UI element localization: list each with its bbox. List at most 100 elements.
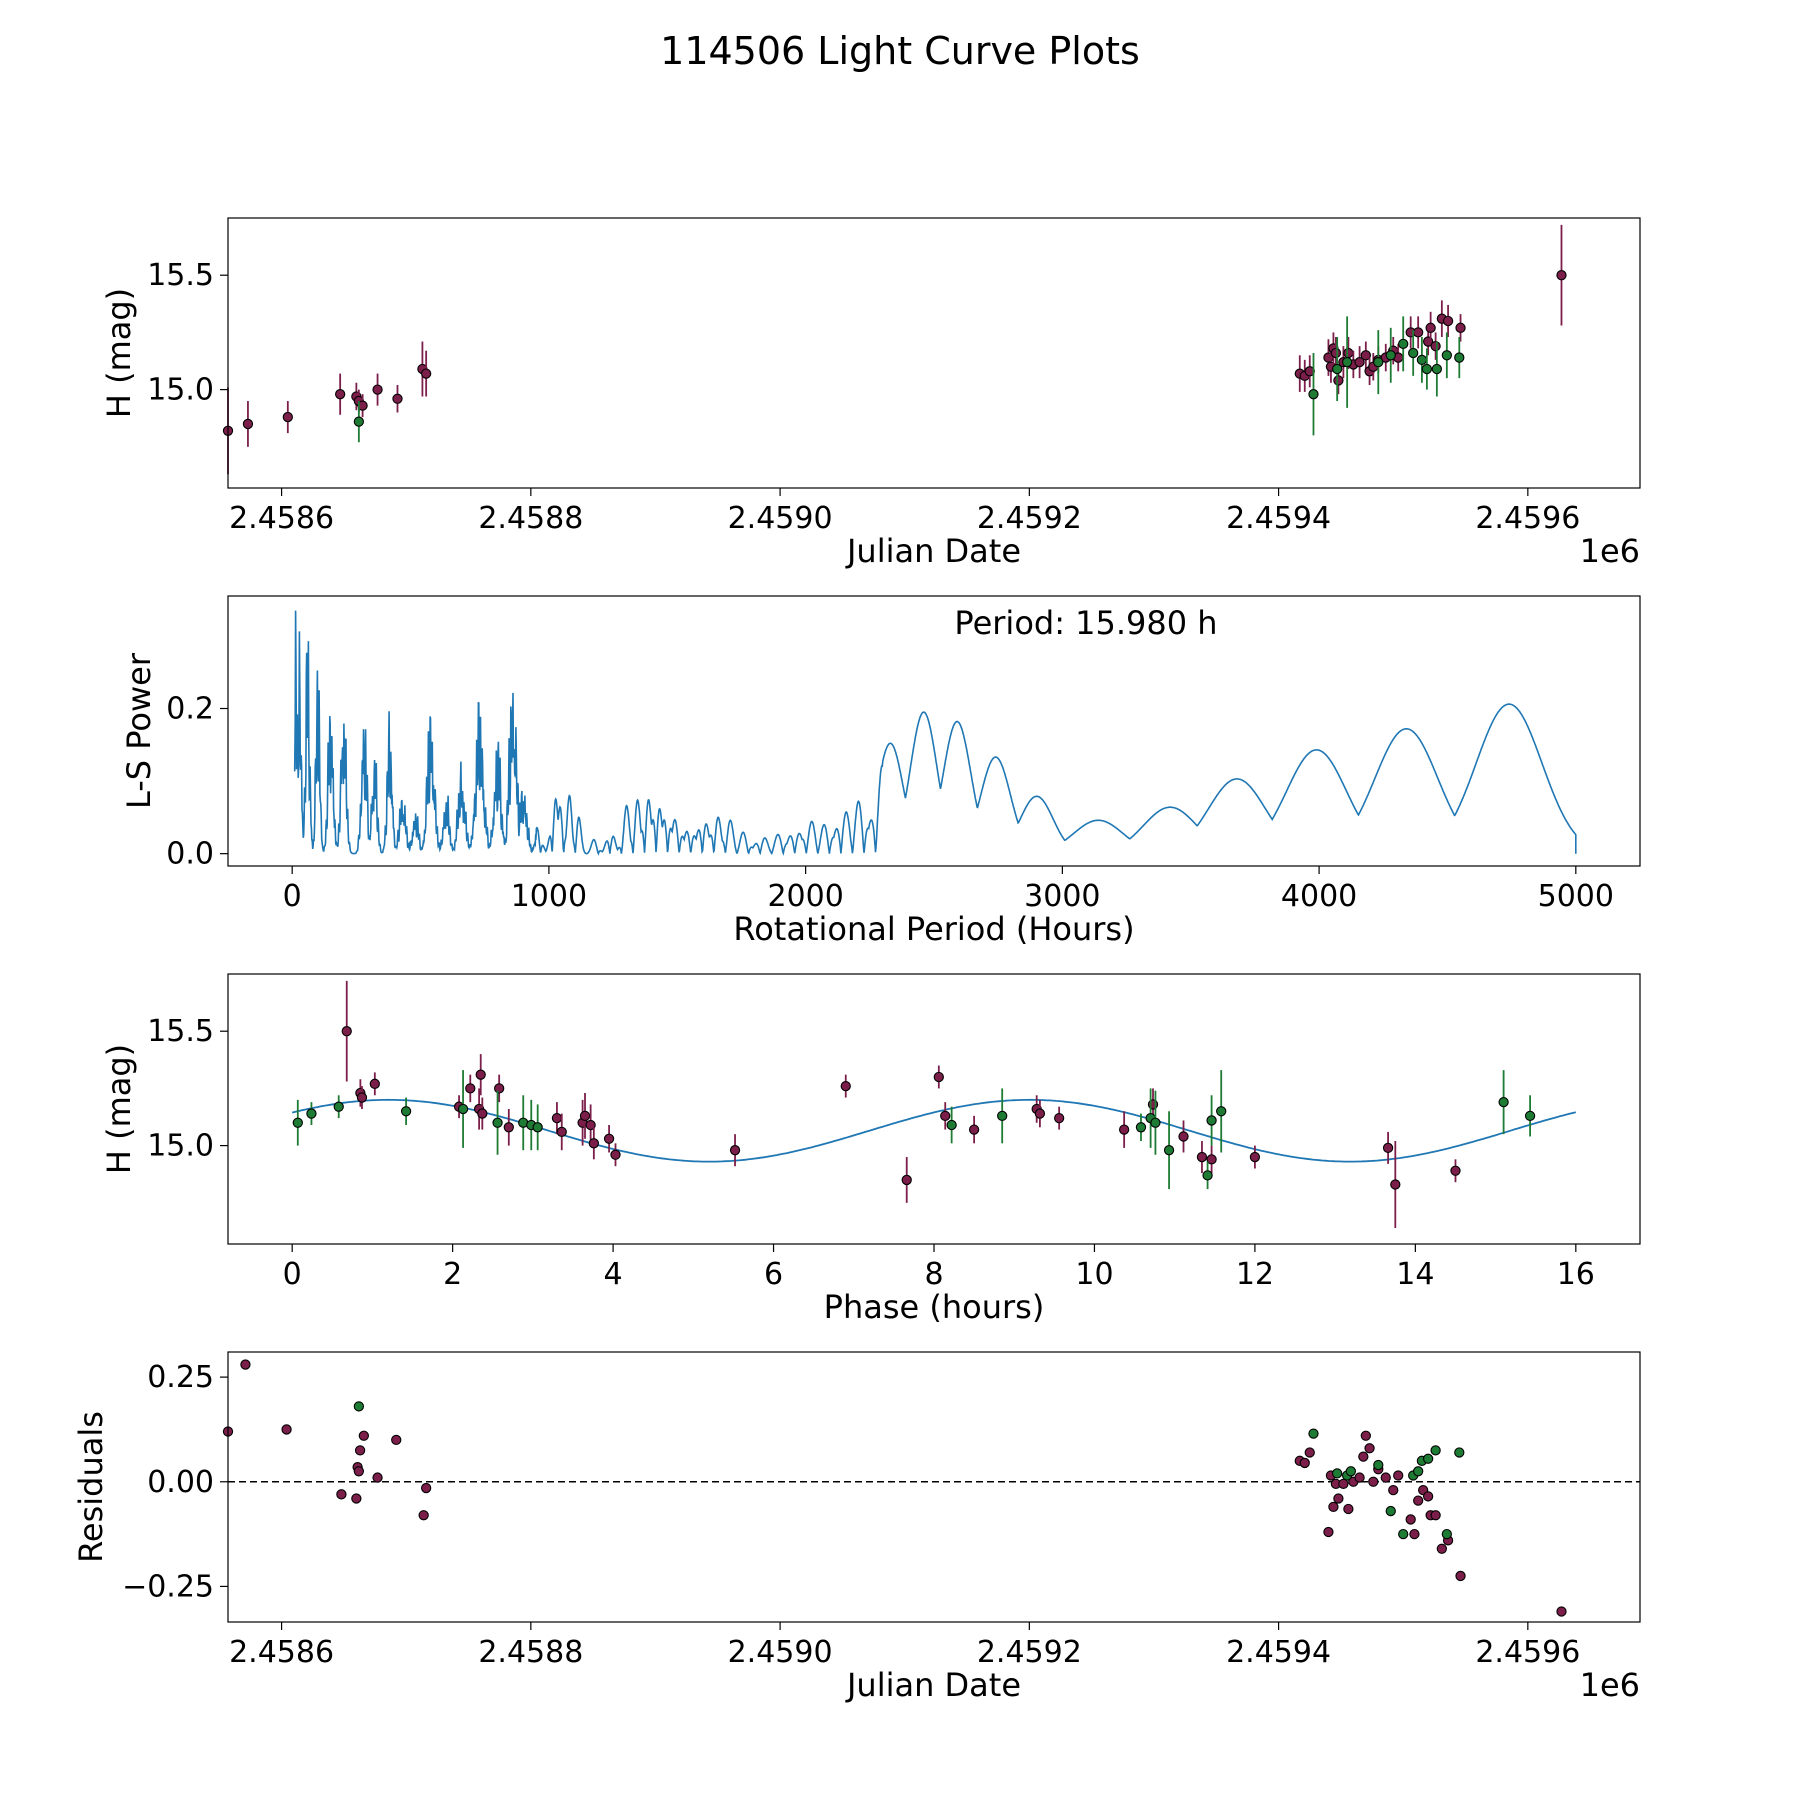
light-curve-yticks: 15.0 15.5	[147, 258, 228, 408]
x-tick-label: 2.4594	[1226, 1635, 1331, 1670]
data-point-green	[1398, 338, 1409, 349]
data-point-maroon	[369, 1078, 380, 1089]
periodogram-ylabel: L-S Power	[120, 652, 158, 809]
x-tick-label: 4000	[1281, 879, 1357, 914]
data-point-maroon	[556, 1126, 567, 1138]
y-tick-label: 15.5	[147, 1014, 214, 1049]
data-point-maroon	[1360, 350, 1371, 361]
data-point-maroon	[1364, 1443, 1375, 1454]
data-point-green	[1341, 357, 1353, 368]
x-tick-label: 14	[1396, 1257, 1434, 1292]
x-tick-label: 16	[1557, 1257, 1595, 1292]
data-point-green	[1524, 1110, 1536, 1122]
data-point-green	[1422, 1453, 1434, 1464]
data-point-green	[292, 1117, 303, 1128]
periodogram-annotation: Period: 15.980 h	[954, 604, 1217, 642]
x-tick-label: 0	[283, 1257, 302, 1292]
data-point-maroon	[1450, 1165, 1461, 1176]
x-tick-label: 3000	[1024, 879, 1100, 914]
data-point-green	[1408, 347, 1419, 359]
data-point-green	[1385, 1505, 1396, 1517]
periodogram-panel: 0 1000 2000 3000 4000 5000 0.0 0.2 Period: 15.…	[120, 595, 1641, 948]
light-curve-xlabel: Julian Date	[845, 532, 1021, 570]
data-point-maroon	[1328, 1501, 1339, 1513]
x-tick-label: 2000	[767, 879, 843, 914]
data-point-maroon	[1299, 1457, 1310, 1469]
data-point-maroon	[392, 393, 403, 404]
data-point-maroon	[1333, 375, 1344, 386]
data-point-green	[1431, 363, 1443, 375]
data-point-maroon	[1388, 1484, 1399, 1496]
data-point-maroon	[1118, 1124, 1130, 1135]
data-point-green	[353, 1401, 365, 1412]
data-point-maroon	[1178, 1131, 1189, 1142]
x-tick-label: 5000	[1538, 879, 1614, 914]
phased-curve-xlabel: Phase (hours)	[824, 1288, 1045, 1326]
data-point-maroon	[1413, 327, 1424, 338]
data-point-green	[946, 1119, 957, 1131]
y-tick-label: 0.2	[166, 692, 214, 727]
data-point-green	[1498, 1096, 1509, 1108]
data-point-green	[1416, 354, 1428, 366]
data-point-green	[1150, 1117, 1161, 1128]
data-point-green	[1441, 1528, 1452, 1540]
data-point-maroon	[1380, 1472, 1391, 1483]
data-point-maroon	[933, 1071, 944, 1083]
data-point-maroon	[418, 1510, 429, 1521]
light-curve-offset-label: 1e6	[1580, 532, 1640, 570]
data-point-maroon	[1343, 347, 1354, 359]
residuals-xticks: 2.4586 2.4588 2.4590 2.4592 2.4594 2.4596	[229, 1622, 1580, 1670]
data-point-maroon	[341, 1026, 352, 1037]
x-tick-label: 2.4588	[478, 1635, 583, 1670]
x-tick-label: 2.4586	[229, 1635, 334, 1670]
data-point-maroon	[1034, 1108, 1046, 1119]
data-point-green	[1135, 1122, 1147, 1133]
data-point-maroon	[588, 1138, 599, 1149]
data-point-maroon	[1333, 1493, 1344, 1504]
data-point-maroon	[372, 384, 383, 395]
data-point-maroon	[603, 1133, 615, 1144]
data-point-maroon	[585, 1119, 596, 1131]
x-tick-label: 4	[604, 1257, 623, 1292]
data-point-green	[1441, 350, 1452, 361]
x-tick-label: 6	[764, 1257, 783, 1292]
data-point-maroon	[1360, 1430, 1371, 1441]
data-point-maroon	[391, 1434, 402, 1446]
y-tick-label: 0.00	[147, 1465, 214, 1500]
data-point-maroon	[968, 1124, 980, 1135]
data-point-maroon	[1338, 1478, 1349, 1490]
data-point-maroon	[1413, 1495, 1424, 1506]
x-tick-label: 0	[283, 879, 302, 914]
data-point-green	[353, 416, 365, 427]
data-point-maroon	[579, 1110, 591, 1122]
x-tick-label: 2.4596	[1475, 1635, 1580, 1670]
phased-model-line	[291, 1098, 1577, 1163]
data-point-maroon	[1249, 1151, 1261, 1163]
residuals-ylabel: Residuals	[72, 1411, 110, 1563]
data-point-green	[997, 1110, 1008, 1122]
data-point-maroon	[465, 1083, 476, 1094]
light-curve-panel: 2.4586 2.4588 2.4590 2.4592 2.4594 2.4596 15.…	[100, 217, 1641, 570]
y-tick-label: 0.0	[166, 837, 214, 872]
data-point-maroon	[1455, 1570, 1466, 1582]
x-tick-label: 2	[443, 1257, 462, 1292]
residuals-frame	[227, 1351, 1641, 1623]
x-tick-label: 2.4586	[229, 501, 334, 536]
x-tick-label: 2.4592	[977, 501, 1082, 536]
data-point-maroon	[503, 1122, 514, 1133]
data-point-maroon	[1354, 357, 1365, 368]
light-curve-points	[222, 224, 1567, 475]
y-tick-label: 0.25	[147, 1360, 214, 1395]
data-point-maroon	[1358, 1451, 1369, 1462]
data-point-maroon	[1422, 1491, 1434, 1502]
data-point-maroon	[1430, 340, 1441, 352]
light-curve-ylabel: H (mag)	[100, 288, 138, 418]
data-point-maroon	[477, 1108, 488, 1119]
data-point-green	[457, 1103, 469, 1115]
data-point-maroon	[1442, 315, 1454, 327]
figure-title: 114506 Light Curve Plots	[660, 29, 1140, 73]
x-tick-label: 1000	[511, 879, 587, 914]
data-point-maroon	[351, 1493, 362, 1504]
phased-curve-frame	[227, 973, 1641, 1245]
x-tick-label: 2.4588	[478, 501, 583, 536]
